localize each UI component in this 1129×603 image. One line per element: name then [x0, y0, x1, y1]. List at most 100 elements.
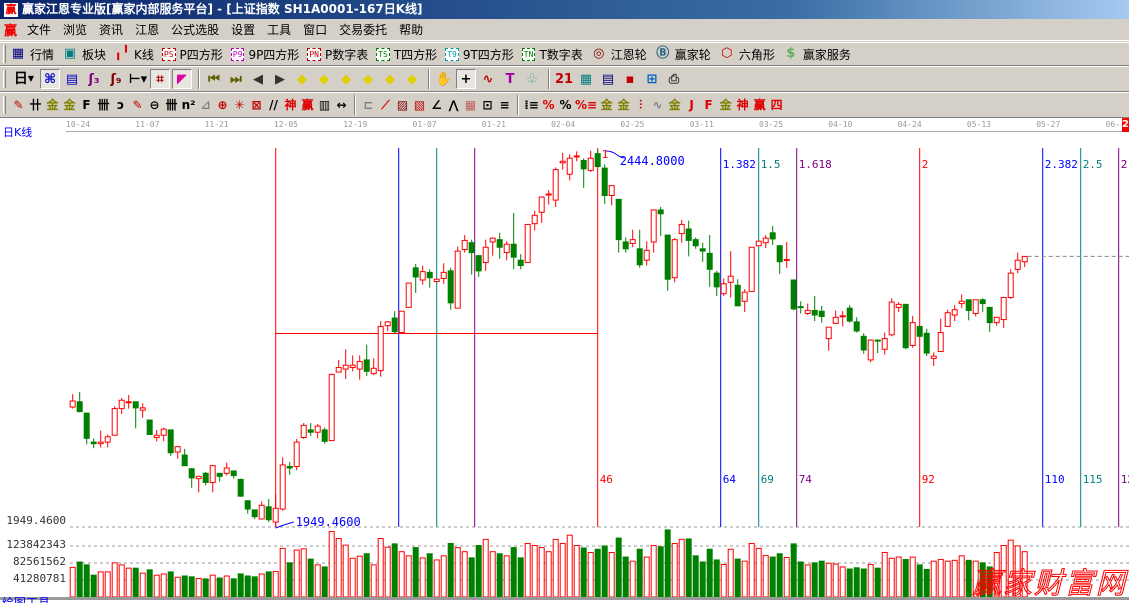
circle-lines-icon[interactable]: ⊖ [149, 98, 160, 112]
gold-angle-icon[interactable]: 金 [719, 98, 732, 112]
crosshair-icon[interactable]: + [456, 69, 476, 89]
gold-lines-2-icon[interactable]: 金 [63, 98, 76, 112]
ruler-icon[interactable]: ▥ [318, 98, 331, 112]
slash-lines-icon[interactable]: // [269, 98, 278, 112]
pen-2-icon[interactable]: ✎ [132, 98, 143, 112]
printer-icon[interactable]: ⎙ [668, 71, 680, 87]
menu-item[interactable]: 资讯 [99, 23, 124, 37]
gold-lines-3-icon[interactable]: 金 [617, 98, 630, 112]
9t-square-button[interactable]: T9 9T四方形 [445, 46, 514, 63]
triangle-icon[interactable]: ⊿ [200, 98, 211, 112]
move-right-icon[interactable]: ◆ [319, 71, 329, 87]
menu-item[interactable]: 浏览 [63, 23, 88, 37]
candlestick-chart[interactable]: 46 1.382 64 1.5 69 1.618 74 2 92 2.382 110 2.5 115 2.… [0, 140, 1129, 597]
gann-box-2-icon[interactable]: ▧ [413, 98, 426, 112]
toolbar-grip[interactable] [3, 96, 6, 114]
f-angle-icon[interactable]: F [704, 98, 713, 112]
menu-item[interactable]: 工具 [267, 23, 292, 37]
web-icon[interactable]: ✳ [234, 98, 245, 112]
network-icon[interactable]: ⊞ [646, 71, 658, 87]
parallel-lines-icon[interactable]: 卄 [29, 98, 42, 112]
percent-fan-icon[interactable]: % [542, 98, 555, 112]
gold-box-icon[interactable]: 金 [668, 98, 681, 112]
f-lines-icon[interactable]: F [82, 98, 91, 112]
first-icon[interactable]: ⏮ [208, 71, 220, 87]
si-angle-icon[interactable]: 四 [770, 98, 783, 112]
left-arrow-icon[interactable]: ◀ [253, 71, 263, 87]
sectors-button[interactable]: ▣ 板块 [62, 46, 106, 63]
ying-angle-icon[interactable]: 赢 [753, 98, 766, 112]
calendar-icon[interactable]: 21 [554, 71, 574, 87]
pen-icon[interactable]: ✎ [13, 98, 24, 112]
hand-icon[interactable]: ✋ [435, 71, 453, 87]
winner-wheel-button[interactable]: Ⓑ 赢家轮 [655, 46, 711, 63]
multi-lines-icon[interactable]: 卌 [97, 98, 110, 112]
right-arrow-icon[interactable]: ▶ [275, 71, 285, 87]
chart-9-icon[interactable]: ʃ₉ [110, 71, 122, 87]
menu-item[interactable]: 江恩 [135, 23, 160, 37]
t-number-table-button[interactable]: TN T数字表 [521, 46, 583, 63]
target-icon[interactable]: ⊕ [217, 98, 228, 112]
square-icon[interactable]: ⊡ [482, 98, 493, 112]
p-number-table-button[interactable]: PN P数字表 [307, 46, 368, 63]
measure-icon[interactable]: ↔ [336, 98, 347, 112]
toolbar-grip[interactable] [3, 70, 6, 88]
box-web-icon[interactable]: ⊠ [251, 98, 262, 112]
diagonal-lines-icon[interactable]: ≡ [499, 98, 510, 112]
menu-item[interactable]: 文件 [27, 23, 52, 37]
frame-icon[interactable]: ⊏ [363, 98, 374, 112]
kline-chart-panel[interactable]: 10-24 11-07 11-21 12-05 12-19 01-07 01-21 02-04… [0, 118, 1129, 597]
peak-icon[interactable]: ⋀ [448, 98, 459, 112]
hexagon-button[interactable]: ⬡ 六角形 [719, 46, 775, 63]
move-left-icon[interactable]: ◆ [297, 71, 307, 87]
brush-lines-icon[interactable]: ⫶ [639, 98, 643, 112]
sine-icon[interactable]: ∿ [652, 98, 663, 112]
zoom-out-icon[interactable]: ◆ [385, 71, 395, 87]
gold-lines-icon[interactable]: 金 [46, 98, 59, 112]
pattern-icon[interactable]: ⌘ [40, 69, 60, 89]
menu-item[interactable]: 交易委托 [339, 23, 388, 37]
t-tool-icon[interactable]: T [505, 71, 515, 87]
angle-icon[interactable]: ∠ [431, 98, 442, 112]
fan-icon[interactable]: ⟋ [381, 98, 390, 112]
flag-icon[interactable]: ◤ [172, 69, 192, 89]
gann-wheel-button[interactable]: ◎ 江恩轮 [591, 46, 647, 63]
p-square-button[interactable]: PS P四方形 [161, 46, 223, 63]
t-square-button[interactable]: TS T四方形 [376, 46, 437, 63]
candle-type-icon[interactable]: ⊢▾ [128, 71, 148, 87]
gold-circle-icon[interactable]: 金 [600, 98, 613, 112]
spiral-icon[interactable]: ↄ [116, 98, 125, 112]
save-icon[interactable]: ▪ [625, 71, 635, 87]
period-select[interactable]: 日 ▼ [13, 71, 35, 87]
zoom-h-icon[interactable]: ◆ [341, 71, 351, 87]
gann-box-icon[interactable]: ▨ [396, 98, 409, 112]
percent-lines-icon[interactable]: %≡ [575, 98, 598, 112]
table-icon[interactable]: ⁞≡ [524, 98, 539, 112]
lung-icon[interactable]: ♧ [526, 71, 538, 87]
winner-service-button[interactable]: $ 赢家服务 [783, 46, 851, 63]
menu-item[interactable]: 设置 [231, 23, 256, 37]
menu-logo[interactable]: 赢 [4, 24, 18, 39]
document-icon[interactable]: ▤ [601, 71, 615, 87]
toolbar-grip[interactable] [3, 45, 6, 63]
zoom-v-icon[interactable]: ◆ [407, 71, 417, 87]
shen-icon[interactable]: 神 [284, 98, 297, 112]
calculator-icon[interactable]: ▦ [579, 71, 593, 87]
grid-red-icon[interactable]: ▦ [464, 98, 477, 112]
clipboard-icon[interactable]: ▤ [65, 71, 79, 87]
last-icon[interactable]: ⏭ [230, 71, 242, 87]
menu-item[interactable]: 帮助 [399, 23, 424, 37]
four-lines-icon[interactable]: 卌 [165, 98, 178, 112]
kline-button[interactable]: ╻╹ K线 [114, 46, 154, 63]
zoom-in-icon[interactable]: ◆ [363, 71, 373, 87]
j-angle-icon[interactable]: J [689, 98, 694, 112]
percent-icon[interactable]: % [559, 98, 572, 112]
zigzag-icon[interactable]: ∿ [482, 71, 494, 87]
9p-square-button[interactable]: P9 9P四方形 [230, 46, 299, 63]
red-pattern-icon[interactable]: ⌗ [150, 69, 170, 89]
menu-item[interactable]: 窗口 [303, 23, 328, 37]
quotes-button[interactable]: ▦ 行情 [10, 46, 54, 63]
panel-divider[interactable] [0, 597, 1129, 603]
chart-3-icon[interactable]: ʃ₃ [88, 71, 100, 87]
bottom-tab-label[interactable]: 绘图工具 [2, 596, 51, 603]
